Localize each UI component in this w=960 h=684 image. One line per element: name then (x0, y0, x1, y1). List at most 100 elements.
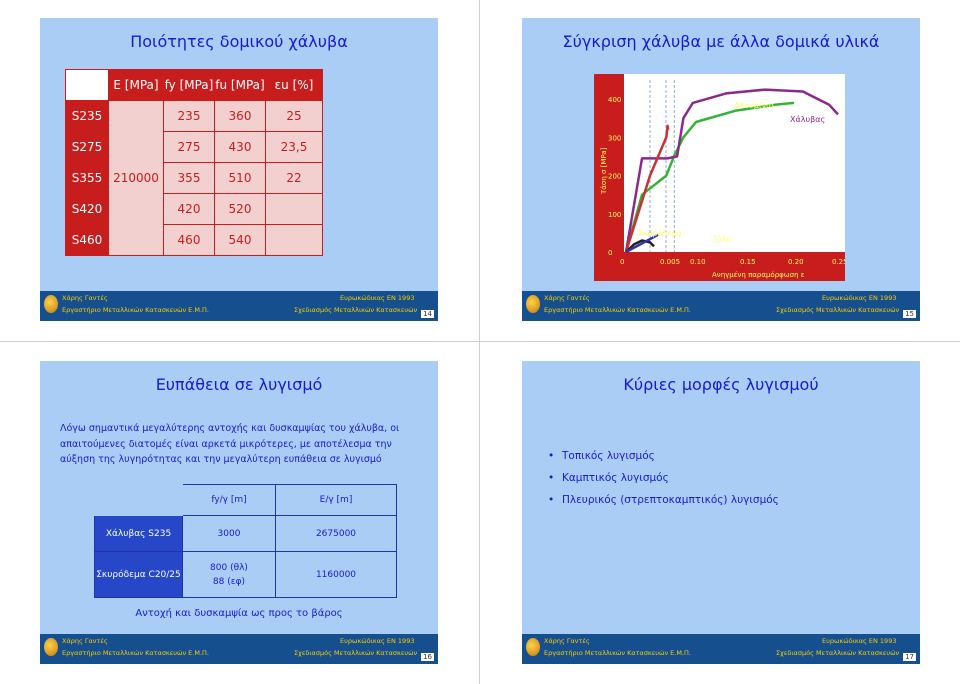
series-line-2 (624, 124, 670, 253)
slide-footer: Χάρης Γαντές Εργαστήριο Μεταλλικών Κατασ… (522, 634, 920, 664)
fy-cell: 235 (163, 100, 215, 132)
y-axis-band (594, 74, 624, 281)
tension-value: 88 (εφ) (212, 576, 246, 587)
x-tick-label: 0.25 (832, 258, 845, 266)
table-row: S460 460 540 (65, 224, 323, 256)
footer-code: Ευρωκώδικας EN 1993 (340, 637, 415, 645)
header-cell: fy/γ [m] (182, 484, 276, 516)
header-cell-blank (95, 485, 183, 516)
bullet-icon: • (548, 494, 555, 506)
fy-gamma-cell: 800 (θλ) 88 (εφ) (182, 551, 276, 598)
footer-course: Σχεδιασμός Μεταλλικών Κατασκευών (294, 306, 418, 314)
table-header-row: E [MPa] fy [MPa] fu [MPa] εu [%] (65, 69, 323, 101)
y-tick-label: 200 (608, 173, 621, 181)
page-number: 14 (421, 310, 434, 318)
x-tick-label: 0.10 (690, 258, 706, 266)
fu-cell: 430 (214, 131, 266, 163)
fy-cell: 460 (163, 224, 215, 256)
fy-cell: 275 (163, 131, 215, 163)
page-number: 17 (903, 653, 916, 661)
slide-footer: Χάρης Γαντές Εργαστήριο Μεταλλικών Κατασ… (40, 634, 438, 664)
slide-title: Ποιότητες δομικού χάλυβα (130, 32, 348, 51)
footer-course: Σχεδιασμός Μεταλλικών Κατασκευών (294, 649, 418, 657)
table-row: S275 275 430 23,5 (65, 131, 323, 163)
eu-cell: 25 (265, 100, 323, 132)
slide-title: Ευπάθεια σε λυγισμό (155, 375, 323, 394)
series-line-4 (625, 233, 659, 254)
slide-17: Κύριες μορφές λυγισμού Χάρης Γαντές Εργα… (522, 361, 920, 664)
bullet-text: Πλευρικός (στρεπτοκαμπτικός) λυγισμός (562, 494, 779, 506)
university-logo (44, 638, 58, 656)
stress-strain-chart: 0 100 200 300 400 0 0.005 0.10 0.15 0.20 0.25 Τάση… (594, 74, 848, 281)
series-line-1 (624, 88, 839, 253)
table-header-row: fy/γ [m] E/γ [m] (95, 484, 397, 516)
series-label-concrete: Σκυρόδεμα (638, 228, 682, 238)
header-cell: E [MPa] (108, 69, 164, 101)
footer-author: Χάρης Γαντές (544, 637, 590, 645)
footer-course: Σχεδιασμός Μεταλλικών Κατασκευών (776, 649, 900, 657)
fu-cell: 520 (214, 193, 266, 225)
y-tick-label: 300 (608, 134, 621, 142)
x-axis-band (594, 252, 845, 281)
chart-svg: 0 100 200 300 400 0 0.005 0.10 0.15 0.20 0.25 Τάση… (594, 74, 848, 281)
eu-cell: 22 (265, 162, 323, 194)
row-label: Χάλυβας S235 (94, 515, 183, 552)
footer-lab: Εργαστήριο Μεταλλικών Κατασκευών Ε.Μ.Π. (544, 306, 691, 314)
table-row: S355 355 510 22 (65, 162, 323, 194)
x-axis-label: Ανηγμένη παραμόρφωση ε (712, 271, 805, 279)
footer-lab: Εργαστήριο Μεταλλικών Κατασκευών Ε.Μ.Π. (62, 306, 209, 314)
header-cell: fy [MPa] (163, 69, 215, 101)
eu-cell (265, 193, 323, 225)
e-value-cell: 210000 (108, 100, 164, 256)
fu-cell: 360 (214, 100, 266, 132)
footer-lab: Εργαστήριο Μεταλλικών Κατασκευών Ε.Μ.Π. (62, 649, 209, 657)
fu-cell: 540 (214, 224, 266, 256)
bullet-item: • Καμπτικός λυγισμός (548, 472, 669, 484)
table-row: S420 420 520 (65, 193, 323, 225)
footer-lab: Εργαστήριο Μεταλλικών Κατασκευών Ε.Μ.Π. (544, 649, 691, 657)
bullet-item: • Τοπικός λυγισμός (548, 450, 655, 462)
bullet-icon: • (548, 450, 555, 462)
header-cell-blank (65, 69, 109, 101)
series-line-0 (624, 101, 795, 253)
x-tick-label: 0.15 (740, 258, 756, 266)
university-logo (526, 295, 540, 313)
series-line-3 (625, 239, 655, 253)
eu-cell: 23,5 (265, 131, 323, 163)
table-caption: Αντοχή και δυσκαμψία ως προς το βάρος (135, 608, 343, 619)
series-label-aluminium: Αλουμίνιο (734, 101, 774, 110)
e-gamma-cell: 2675000 (275, 515, 397, 552)
slide-title: Σύγκριση χάλυβα με άλλα δομικά υλικά (562, 32, 880, 51)
series-label-wood: Ξύλο (712, 234, 731, 244)
bullet-icon: • (548, 472, 555, 484)
bullet-text: Καμπτικός λυγισμός (562, 472, 669, 484)
x-tick-label: 0.005 (660, 258, 680, 266)
university-logo (44, 295, 58, 313)
fy-cell: 355 (163, 162, 215, 194)
footer-code: Ευρωκώδικας EN 1993 (822, 637, 897, 645)
footer-code: Ευρωκώδικας EN 1993 (822, 294, 897, 302)
page-number: 16 (421, 653, 434, 661)
horizontal-separator (0, 341, 960, 342)
y-tick-label: 0 (608, 249, 612, 257)
table-row: Σκυρόδεμα C20/25 800 (θλ) 88 (εφ) 116000… (94, 551, 397, 598)
x-tick-label: 0.20 (788, 258, 804, 266)
fy-cell: 420 (163, 193, 215, 225)
bullet-item: • Πλευρικός (στρεπτοκαμπτικός) λυγισμός (548, 494, 779, 506)
grade-cell: S460 (65, 224, 109, 256)
footer-course: Σχεδιασμός Μεταλλικών Κατασκευών (776, 306, 900, 314)
y-tick-label: 100 (608, 211, 621, 219)
bullet-text: Τοπικός λυγισμός (562, 450, 655, 462)
footer-author: Χάρης Γαντές (544, 294, 590, 302)
slide-footer: Χάρης Γαντές Εργαστήριο Μεταλλικών Κατασ… (522, 291, 920, 321)
university-logo (526, 638, 540, 656)
footer-author: Χάρης Γαντές (62, 294, 108, 302)
eu-cell (265, 224, 323, 256)
grade-cell: S235 (65, 100, 109, 132)
slide-footer: Χάρης Γαντές Εργαστήριο Μεταλλικών Κατασ… (40, 291, 438, 321)
header-cell: E/γ [m] (275, 484, 397, 516)
strength-weight-table: fy/γ [m] E/γ [m] Χάλυβας S235 3000 26750… (94, 484, 397, 598)
footer-author: Χάρης Γαντές (62, 637, 108, 645)
grade-cell: S420 (65, 193, 109, 225)
vertical-separator (479, 0, 480, 684)
